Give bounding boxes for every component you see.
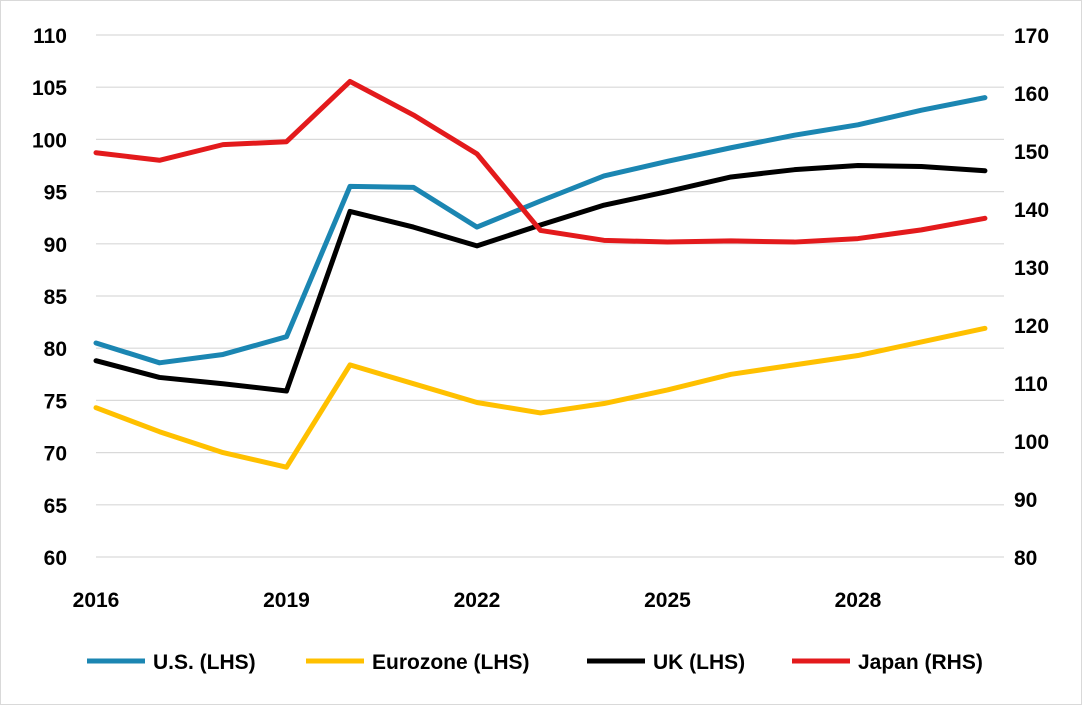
series-line-eurozone-lhs [93,325,988,470]
right-y-axis: 80 90 100 110 120 130 140 150 160 170 [1014,25,1049,570]
left-axis-tick-label: 100 [32,129,67,152]
series-line-uk-lhs [93,163,988,394]
left-y-axis: 60 65 70 75 80 85 90 95 100 105 110 [32,25,67,570]
series-line-japan-rhs [93,78,988,245]
legend: U.S. (LHS) Eurozone (LHS) UK (LHS) Japan (R… [87,651,983,674]
x-axis-tick-label: 2025 [644,589,691,612]
legend-label-u-s-lhs: U.S. (LHS) [153,651,256,674]
right-axis-tick-label: 170 [1014,25,1049,48]
right-axis-tick-label: 100 [1014,431,1049,454]
right-axis-tick-label: 90 [1014,489,1037,512]
x-axis-tick-label: 2022 [454,589,501,612]
left-axis-tick-label: 95 [44,182,68,205]
x-axis-tick-label: 2016 [73,589,120,612]
right-axis-tick-label: 130 [1014,257,1049,280]
right-axis-tick-label: 160 [1014,83,1049,106]
right-axis-tick-label: 120 [1014,315,1049,338]
left-axis-tick-label: 65 [44,495,68,518]
x-axis-tick-label: 2019 [263,589,310,612]
legend-label-eurozone-lhs: Eurozone (LHS) [372,651,530,674]
right-axis-tick-label: 110 [1014,373,1048,396]
left-axis-tick-label: 70 [44,443,67,466]
series-line-u-s-lhs [93,95,988,366]
left-axis-tick-label: 80 [44,338,67,361]
x-axis: 2016 2019 2022 2025 2028 [73,589,882,612]
left-axis-tick-label: 75 [44,390,68,413]
left-axis-tick-label: 60 [44,547,67,570]
left-axis-tick-label: 90 [44,234,67,257]
left-axis-tick-label: 110 [33,25,67,48]
right-axis-tick-label: 150 [1014,141,1049,164]
legend-label-uk-lhs: UK (LHS) [653,651,745,674]
gridlines [96,34,1004,558]
legend-label-japan-rhs: Japan (RHS) [858,651,983,674]
right-axis-tick-label: 80 [1014,547,1037,570]
series-lines [93,78,988,470]
x-axis-tick-label: 2028 [835,589,882,612]
left-axis-tick-label: 105 [32,77,67,100]
left-axis-tick-label: 85 [44,286,68,309]
right-axis-tick-label: 140 [1014,199,1049,222]
